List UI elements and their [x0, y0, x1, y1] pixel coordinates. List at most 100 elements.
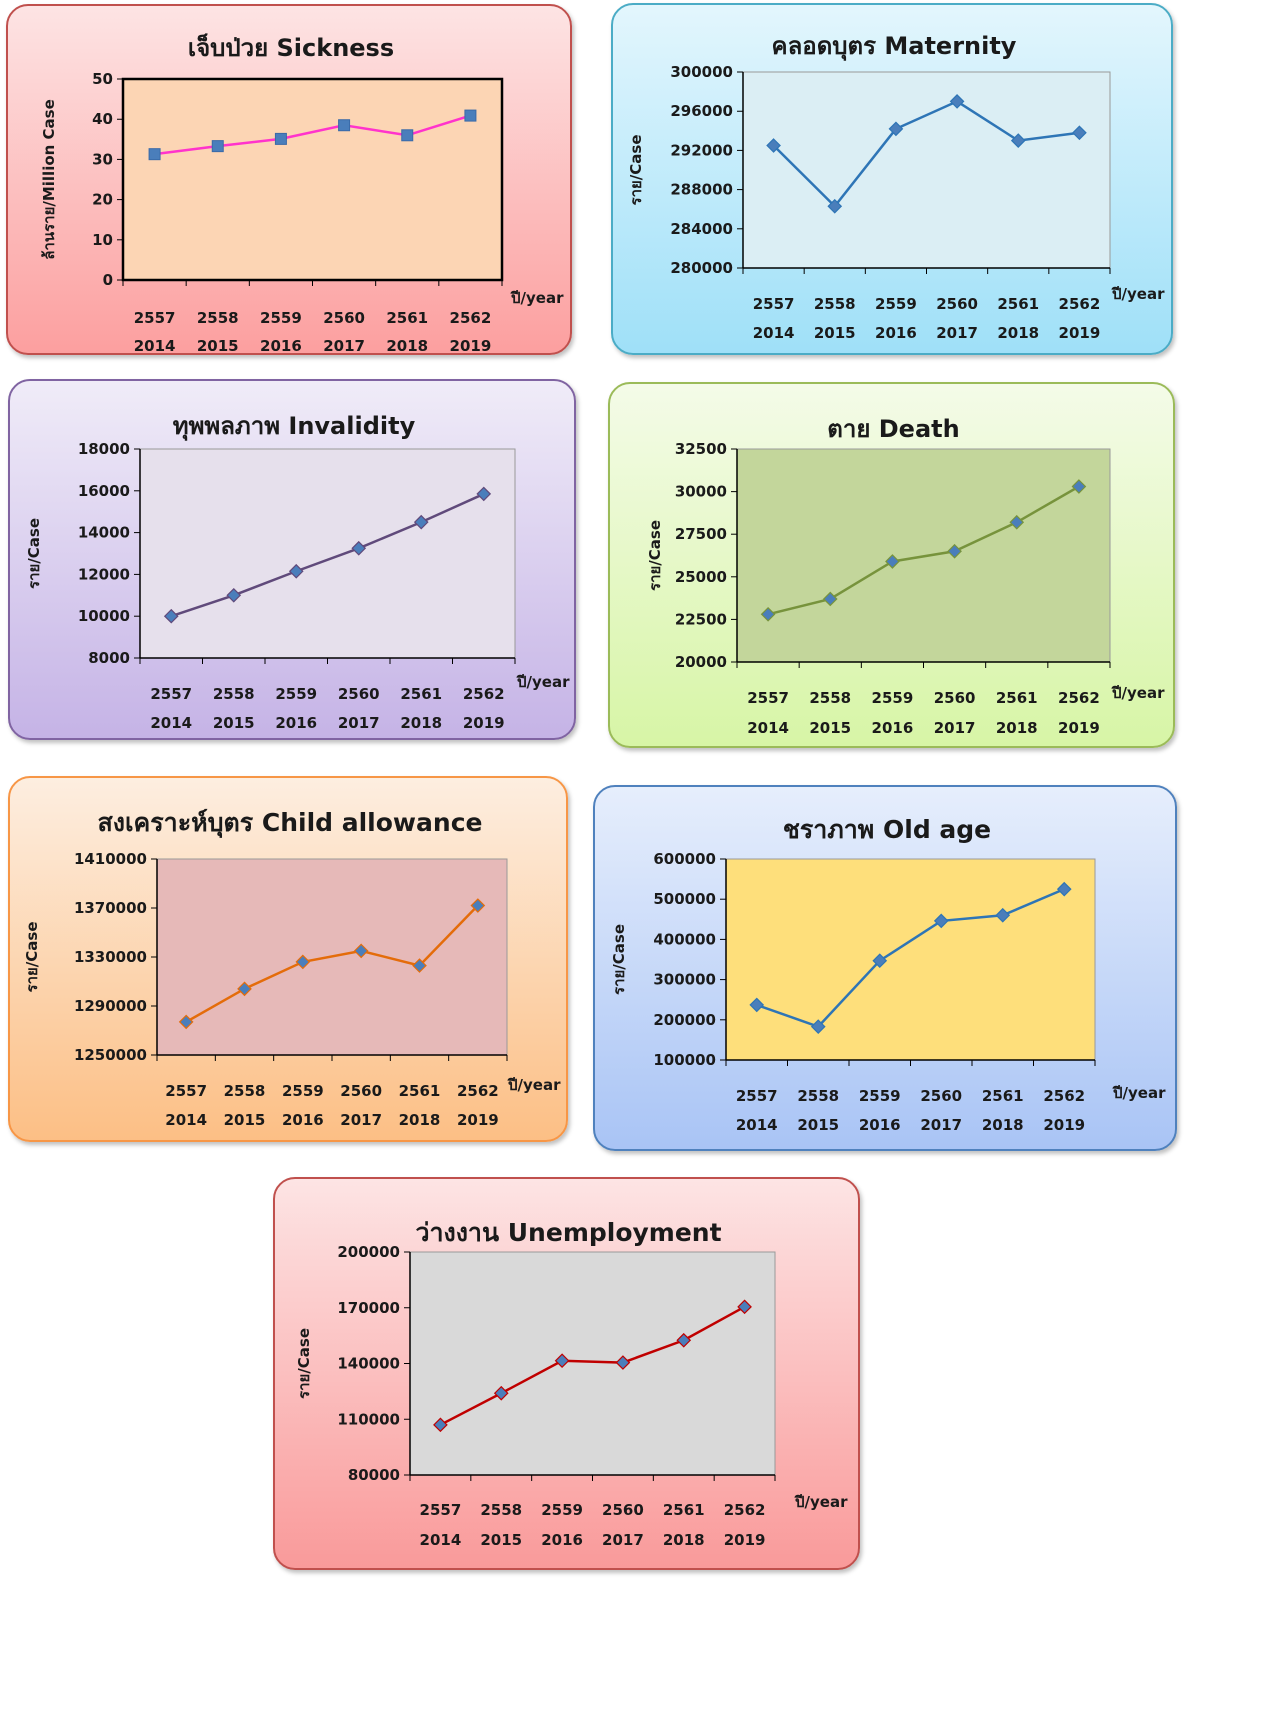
x-tick-label-thai: 2559 [859, 1087, 901, 1105]
y-tick-label: 200000 [653, 1011, 716, 1029]
x-tick-label-thai: 2559 [875, 295, 917, 313]
data-point [226, 587, 242, 603]
chart-panel-invalidity: ทุพพลภาพ Invalidity 8000 10000 12000 14000 16… [8, 379, 576, 740]
x-axis-label: ปี/year [1112, 1084, 1166, 1102]
y-axis-label: ราย/Case [610, 924, 628, 995]
x-tick-label-year: 2018 [997, 324, 1039, 342]
y-tick-label: 300000 [670, 63, 733, 81]
x-tick-label-year: 2017 [936, 324, 978, 342]
y-tick-label: 10 [92, 231, 113, 249]
y-tick-label: 1330000 [74, 948, 147, 966]
chart-svg: ชราภาพ Old age 100000 200000 300000 400000 50… [610, 815, 1166, 1134]
x-tick-label-year: 2014 [420, 1531, 462, 1549]
y-tick-label: 140000 [337, 1355, 400, 1373]
y-tick-label: 18000 [78, 440, 130, 458]
x-axis-label: ปี/year [794, 1493, 848, 1511]
plot-area [725, 858, 1096, 1061]
data-point [211, 140, 224, 153]
x-tick-label-thai: 2562 [463, 685, 505, 703]
y-tick-label: 400000 [653, 930, 716, 948]
y-tick-label: 296000 [670, 102, 733, 120]
data-point [295, 954, 311, 970]
data-point [676, 1332, 692, 1348]
x-tick-label-thai: 2558 [797, 1087, 839, 1105]
y-tick-label: 100000 [653, 1051, 716, 1069]
data-point [237, 981, 252, 997]
x-tick-label-year: 2017 [934, 719, 976, 737]
x-tick-label-year: 2018 [982, 1116, 1024, 1134]
data-point [413, 514, 429, 530]
chart-svg: ทุพพลภาพ Invalidity 8000 10000 12000 14000 16… [25, 412, 570, 732]
data-point [412, 958, 427, 973]
y-axis-label: ราย/Case [627, 135, 645, 206]
x-axis-label: ปี/year [1111, 285, 1165, 303]
x-tick-label-year: 2019 [1043, 1116, 1085, 1134]
chart-svg: คลอดบุตร Maternity 280000 284000 288000 2920… [627, 32, 1165, 342]
x-tick-label-year: 2015 [224, 1111, 266, 1129]
data-point [470, 898, 486, 913]
x-tick-label-thai: 2557 [150, 685, 192, 703]
y-tick-label: 32500 [675, 440, 727, 458]
x-tick-label-year: 2015 [809, 719, 851, 737]
data-point [288, 563, 304, 579]
chart-svg: ว่างงาน Unemployment 80000 110000 140000 170… [295, 1218, 848, 1549]
x-tick-label-year: 2018 [386, 337, 428, 355]
x-tick-label-year: 2014 [134, 337, 176, 355]
x-tick-label-year: 2016 [260, 337, 302, 355]
data-point [493, 1385, 509, 1401]
x-tick-label-year: 2016 [872, 719, 914, 737]
data-point [995, 907, 1011, 923]
x-tick-label-year: 2014 [747, 719, 789, 737]
x-tick-label-thai: 2561 [400, 685, 442, 703]
data-point [274, 132, 287, 145]
data-point [737, 1299, 752, 1315]
series-line [154, 114, 471, 156]
x-tick-label-thai: 2559 [541, 1501, 583, 1519]
series-line [772, 99, 1080, 209]
x-tick-label-thai: 2562 [450, 309, 492, 327]
x-tick-label-thai: 2562 [1059, 295, 1101, 313]
x-tick-label-year: 2019 [1058, 719, 1100, 737]
x-tick-label-year: 2018 [663, 1531, 705, 1549]
x-tick-label-thai: 2559 [872, 689, 914, 707]
y-axis-label: ราย/Case [23, 922, 41, 993]
y-tick-label: 300000 [653, 971, 716, 989]
series-line [756, 887, 1065, 1029]
y-tick-label: 80000 [348, 1466, 400, 1484]
y-tick-label: 25000 [675, 568, 727, 586]
y-tick-label: 30 [92, 150, 113, 168]
y-tick-label: 110000 [337, 1410, 400, 1428]
y-tick-label: 40 [92, 110, 113, 128]
x-tick-label-year: 2016 [282, 1111, 324, 1129]
chart-svg: เจ็บป่วย Sickness 0 10 20 30 40 50 2557 2014 2558… [40, 33, 564, 355]
x-tick-label-year: 2016 [875, 324, 917, 342]
x-tick-label-year: 2015 [197, 337, 239, 355]
chart-svg: สงเคราะห์บุตร Child allowance 1250000 1290… [23, 808, 561, 1129]
x-tick-label-thai: 2562 [724, 1501, 766, 1519]
x-tick-label-thai: 2559 [260, 309, 302, 327]
data-point [1010, 133, 1026, 148]
x-tick-label-year: 2019 [724, 1531, 766, 1549]
y-tick-label: 200000 [337, 1243, 400, 1261]
x-tick-label-thai: 2558 [213, 685, 255, 703]
y-axis-label: ราย/Case [25, 518, 43, 589]
x-tick-label-thai: 2561 [399, 1082, 441, 1100]
y-tick-label: 27500 [675, 525, 727, 543]
x-tick-label-thai: 2557 [736, 1087, 778, 1105]
x-axis-label: ปี/year [516, 673, 570, 691]
data-point [476, 486, 492, 502]
x-tick-label-thai: 2561 [997, 295, 1039, 313]
x-tick-label-thai: 2562 [1043, 1087, 1085, 1105]
chart-panel-sickness: เจ็บป่วย Sickness 0 10 20 30 40 50 2557 2014 2558… [6, 4, 572, 355]
x-tick-label-thai: 2557 [747, 689, 789, 707]
x-tick-label-year: 2017 [920, 1116, 962, 1134]
y-tick-label: 500000 [653, 890, 716, 908]
data-point [433, 1417, 448, 1433]
series-line [170, 492, 485, 618]
x-tick-label-year: 2018 [400, 714, 442, 732]
x-tick-label-thai: 2559 [282, 1082, 324, 1100]
data-point [148, 148, 161, 161]
x-tick-label-year: 2019 [1059, 324, 1101, 342]
x-tick-label-year: 2016 [541, 1531, 583, 1549]
x-tick-label-year: 2017 [338, 714, 380, 732]
